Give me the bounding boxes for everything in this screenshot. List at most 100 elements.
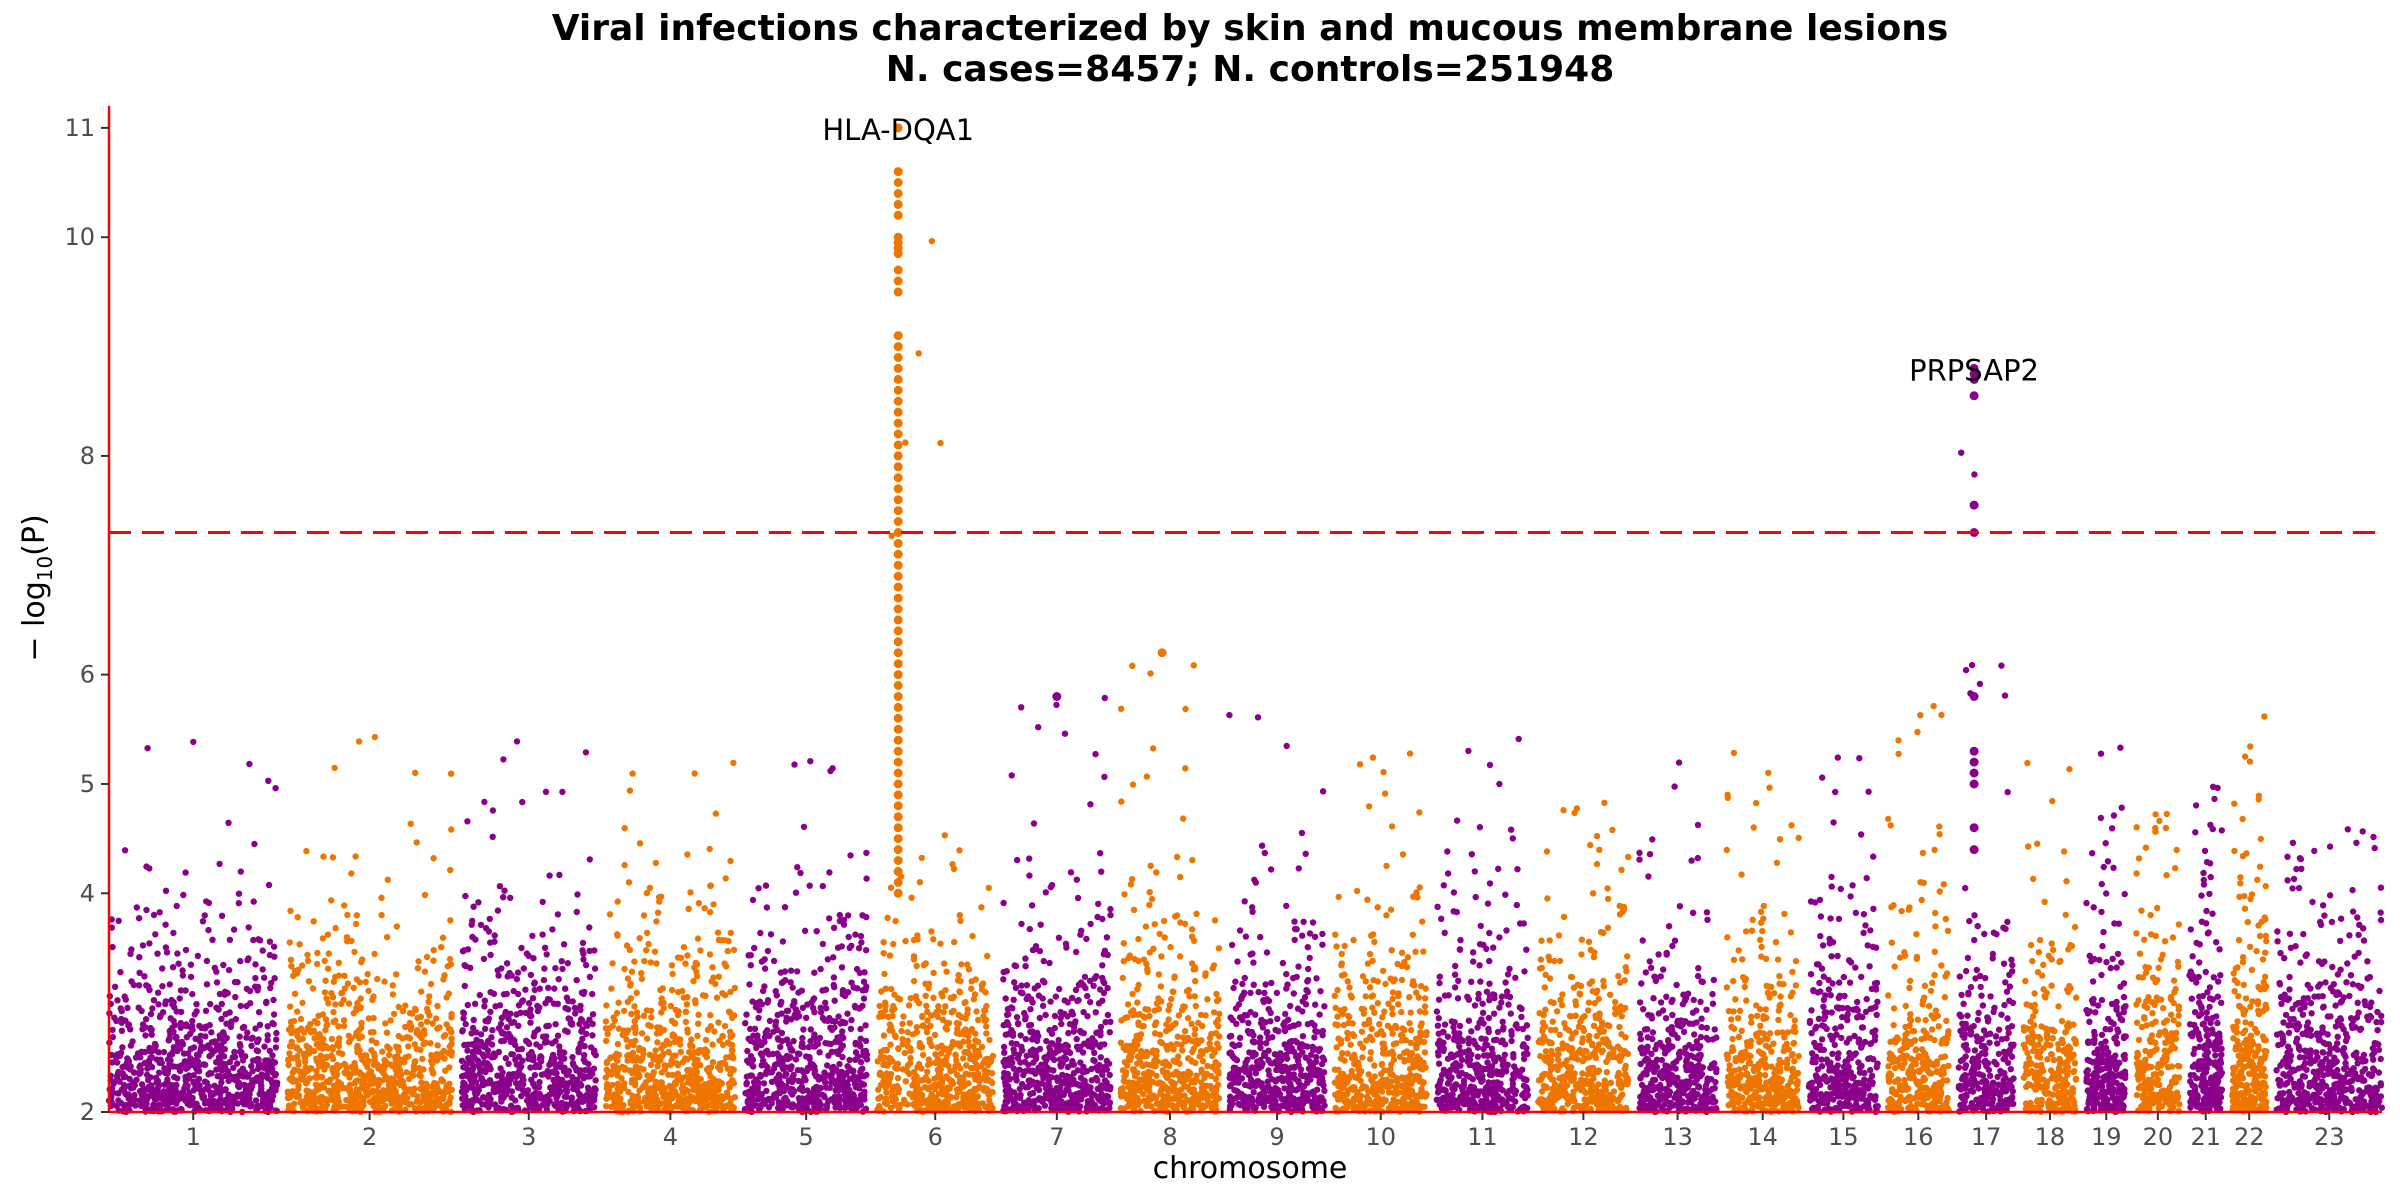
point	[1074, 1081, 1081, 1088]
point	[119, 1044, 126, 1051]
point	[171, 1087, 178, 1095]
point	[651, 1083, 658, 1090]
point	[328, 897, 335, 904]
point	[764, 999, 771, 1006]
point	[1136, 1087, 1144, 1094]
point	[875, 1095, 882, 1102]
point	[1100, 1100, 1108, 1107]
point	[589, 990, 596, 998]
point	[483, 1063, 490, 1070]
point	[894, 1065, 901, 1072]
point	[1032, 1053, 1040, 1060]
point	[1013, 1040, 1020, 1048]
point	[524, 1087, 532, 1094]
point	[658, 1079, 665, 1086]
point	[565, 1006, 572, 1013]
point	[190, 1072, 197, 1079]
point	[1008, 1004, 1015, 1011]
point	[580, 1056, 587, 1063]
point	[463, 1087, 470, 1094]
point	[255, 936, 262, 943]
point	[843, 1079, 850, 1086]
point	[332, 1102, 339, 1110]
point	[287, 1018, 295, 1026]
point	[591, 965, 599, 972]
point	[469, 1085, 477, 1092]
point	[263, 998, 270, 1005]
point	[937, 439, 944, 447]
point	[782, 1094, 789, 1102]
point	[1081, 1077, 1088, 1085]
point	[678, 1085, 686, 1092]
point	[957, 917, 964, 924]
point	[856, 1096, 863, 1104]
point	[682, 1018, 690, 1026]
point	[441, 1055, 448, 1062]
point	[136, 969, 143, 976]
point	[362, 1088, 370, 1096]
point	[1099, 962, 1106, 969]
point	[136, 1087, 144, 1095]
point	[368, 1047, 375, 1054]
point	[1092, 1009, 1100, 1016]
point	[953, 1094, 960, 1101]
point	[285, 1026, 293, 1033]
point	[470, 1051, 477, 1058]
point	[173, 1033, 180, 1041]
point	[810, 1034, 818, 1041]
point	[971, 991, 979, 998]
point	[124, 1064, 131, 1071]
point	[319, 1103, 326, 1110]
point	[920, 1076, 927, 1084]
point	[497, 1020, 505, 1028]
point	[237, 1042, 244, 1050]
point	[294, 914, 301, 921]
point	[792, 1056, 800, 1063]
point	[213, 979, 221, 986]
point	[978, 904, 985, 911]
point	[575, 1048, 582, 1056]
point	[763, 904, 771, 911]
point	[353, 1044, 361, 1052]
point	[314, 1034, 321, 1041]
point	[968, 1025, 976, 1033]
point	[1028, 902, 1036, 909]
point	[115, 1069, 122, 1076]
point	[382, 1020, 389, 1027]
point	[582, 961, 590, 969]
point	[175, 960, 182, 967]
point	[950, 993, 957, 1000]
point	[222, 1066, 229, 1073]
point	[671, 1088, 679, 1095]
point	[352, 920, 360, 928]
point	[830, 954, 837, 961]
point	[638, 975, 646, 983]
point	[1047, 1047, 1054, 1054]
point	[684, 1026, 691, 1033]
point	[446, 1098, 453, 1105]
point	[703, 1066, 711, 1073]
point	[243, 1034, 250, 1041]
point	[1006, 1089, 1013, 1096]
point	[1039, 1002, 1047, 1009]
point	[330, 1008, 337, 1016]
point	[586, 973, 594, 981]
point	[360, 1079, 367, 1087]
point	[1048, 881, 1056, 889]
point	[723, 1093, 731, 1100]
point	[332, 1001, 339, 1008]
point	[234, 979, 241, 986]
point	[303, 1042, 310, 1050]
point	[383, 1029, 391, 1036]
point	[423, 953, 431, 961]
point	[325, 1079, 332, 1086]
point	[790, 1071, 797, 1079]
point	[631, 1003, 638, 1010]
point	[268, 979, 275, 987]
point	[1009, 1029, 1016, 1036]
point	[831, 997, 838, 1004]
point	[554, 911, 562, 918]
point	[338, 1000, 345, 1007]
point	[273, 1036, 280, 1043]
point	[441, 972, 448, 979]
